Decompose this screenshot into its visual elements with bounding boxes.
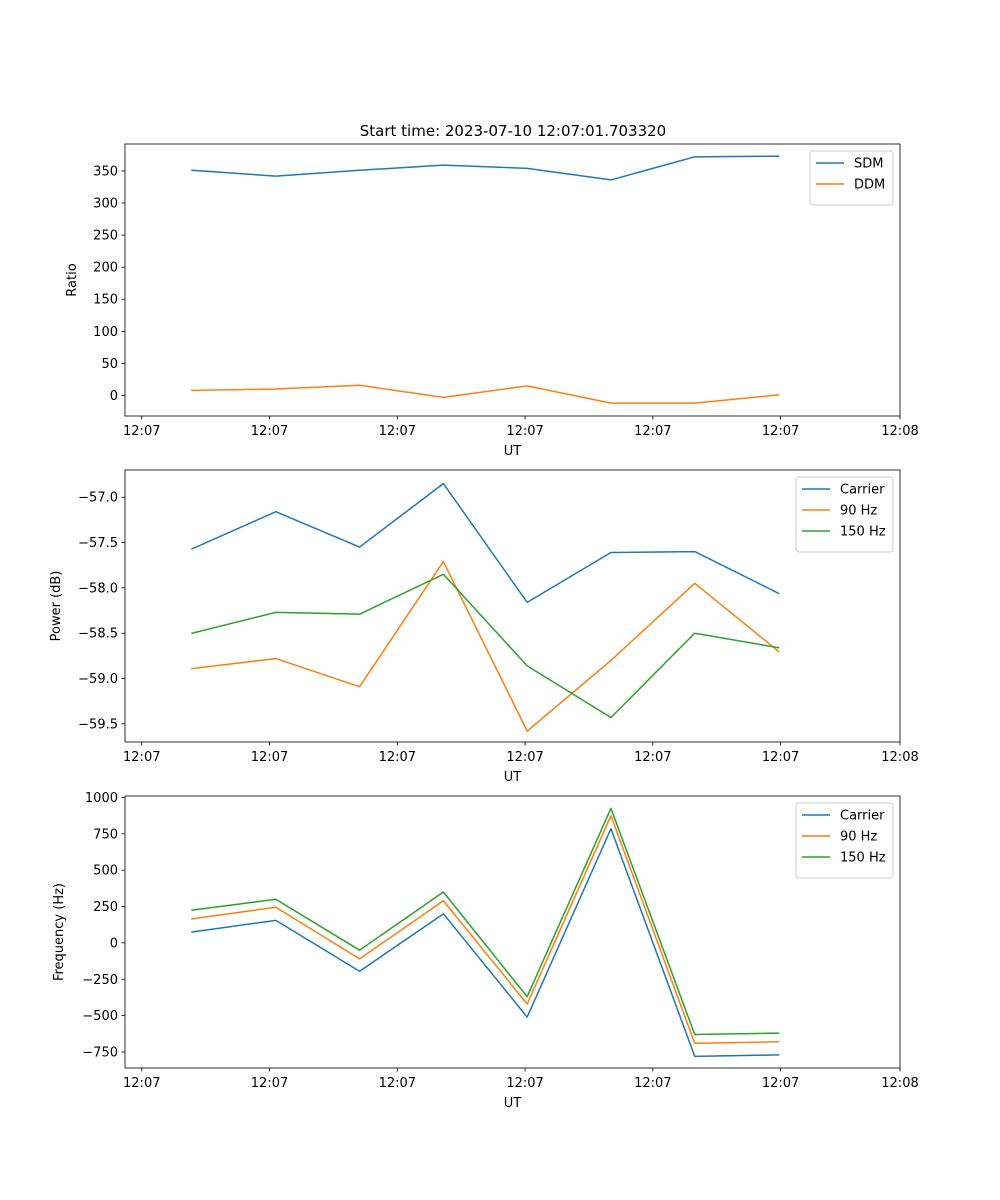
y-tick-label: −750: [82, 1046, 118, 1061]
y-tick-label: −58.0: [78, 581, 118, 596]
y-tick-label: 250: [93, 900, 118, 915]
x-tick-label: 12:08: [881, 424, 918, 439]
series-line-carrier: [191, 482, 780, 604]
x-tick-label: 12:07: [123, 424, 160, 439]
axes-frame: [124, 795, 901, 1069]
x-axis-label: UT: [504, 770, 522, 785]
legend: Carrier 90 Hz 150 Hz: [795, 476, 894, 553]
series-line-90-hz: [191, 560, 780, 732]
y-tick-label: −59.0: [78, 672, 118, 687]
x-tick-label: 12:07: [762, 424, 799, 439]
y-tick-label: 500: [93, 864, 118, 879]
x-tick-label: 12:08: [881, 750, 918, 765]
y-tick-label: 100: [93, 325, 118, 340]
series-line-ddm: [191, 384, 780, 404]
x-tick-label: 12:07: [123, 1076, 160, 1091]
y-tick-label: 300: [93, 197, 118, 212]
legend-label: Carrier: [840, 809, 885, 824]
y-tick-label: 750: [93, 827, 118, 842]
x-tick-label: 12:07: [634, 424, 671, 439]
series-line-sdm: [191, 155, 780, 181]
y-tick-label: −250: [82, 973, 118, 988]
x-tick-label: 12:07: [506, 424, 543, 439]
x-tick-label: 12:07: [251, 424, 288, 439]
subplot-3: 12:07 12:07 12:07 12:07 12:07 12:07 12:08 −750 −…: [52, 791, 919, 1111]
legend-label: 90 Hz: [840, 504, 877, 519]
series-line-90-hz: [191, 814, 780, 1045]
y-tick-label: 250: [93, 229, 118, 244]
legend-label: Carrier: [840, 483, 885, 498]
y-tick-label: −59.5: [78, 717, 118, 732]
y-tick-label: −57.0: [78, 491, 118, 506]
x-tick-label: 12:07: [506, 1076, 543, 1091]
legend-label: 150 Hz: [840, 525, 886, 540]
x-tick-label: 12:07: [506, 750, 543, 765]
legend: SDM DDM: [809, 150, 894, 206]
legend-label: 150 Hz: [840, 851, 886, 866]
y-axis-label: Power (dB): [49, 571, 64, 642]
y-tick-label: 50: [101, 357, 118, 372]
y-tick-label: 1000: [85, 791, 118, 806]
axes-frame: [124, 143, 901, 417]
legend-label: DDM: [854, 178, 885, 193]
y-axis-label: Frequency (Hz): [52, 883, 67, 981]
y-tick-label: −57.5: [78, 536, 118, 551]
y-tick-label: 0: [110, 389, 118, 404]
y-tick-label: −500: [82, 1009, 118, 1024]
series-line-150-hz: [191, 807, 780, 1036]
y-tick-label: 0: [110, 936, 118, 951]
legend-frame: [795, 476, 894, 553]
y-tick-label: 350: [93, 164, 118, 179]
subplot-2: 12:07 12:07 12:07 12:07 12:07 12:07 12:08 −59.5…: [49, 469, 919, 785]
x-tick-label: 12:07: [634, 750, 671, 765]
x-tick-label: 12:07: [379, 424, 416, 439]
subplot-1: 12:07 12:07 12:07 12:07 12:07 12:07 12:08 0 50 10…: [65, 143, 919, 459]
y-tick-label: 150: [93, 293, 118, 308]
y-tick-label: 200: [93, 261, 118, 276]
x-tick-label: 12:07: [762, 750, 799, 765]
x-tick-label: 12:07: [379, 1076, 416, 1091]
x-tick-label: 12:07: [123, 750, 160, 765]
axes-frame: [124, 469, 901, 743]
legend-frame: [809, 150, 894, 206]
series-line-carrier: [191, 827, 780, 1058]
legend-frame: [795, 802, 894, 879]
x-tick-label: 12:08: [881, 1076, 918, 1091]
x-tick-label: 12:07: [251, 750, 288, 765]
legend: Carrier 90 Hz 150 Hz: [795, 802, 894, 879]
x-tick-label: 12:07: [379, 750, 416, 765]
y-axis-label: Ratio: [65, 263, 80, 296]
series-line-150-hz: [191, 573, 780, 719]
legend-label: 90 Hz: [840, 830, 877, 845]
legend-label: SDM: [854, 157, 883, 172]
x-tick-label: 12:07: [762, 1076, 799, 1091]
figure-title: Start time: 2023-07-10 12:07:01.703320: [360, 122, 666, 140]
x-axis-label: UT: [504, 444, 522, 459]
y-tick-label: −58.5: [78, 627, 118, 642]
subplots: 12:07 12:07 12:07 12:07 12:07 12:07 12:08 0 50 10…: [49, 143, 919, 1111]
x-axis-label: UT: [504, 1096, 522, 1111]
x-tick-label: 12:07: [634, 1076, 671, 1091]
x-tick-label: 12:07: [251, 1076, 288, 1091]
